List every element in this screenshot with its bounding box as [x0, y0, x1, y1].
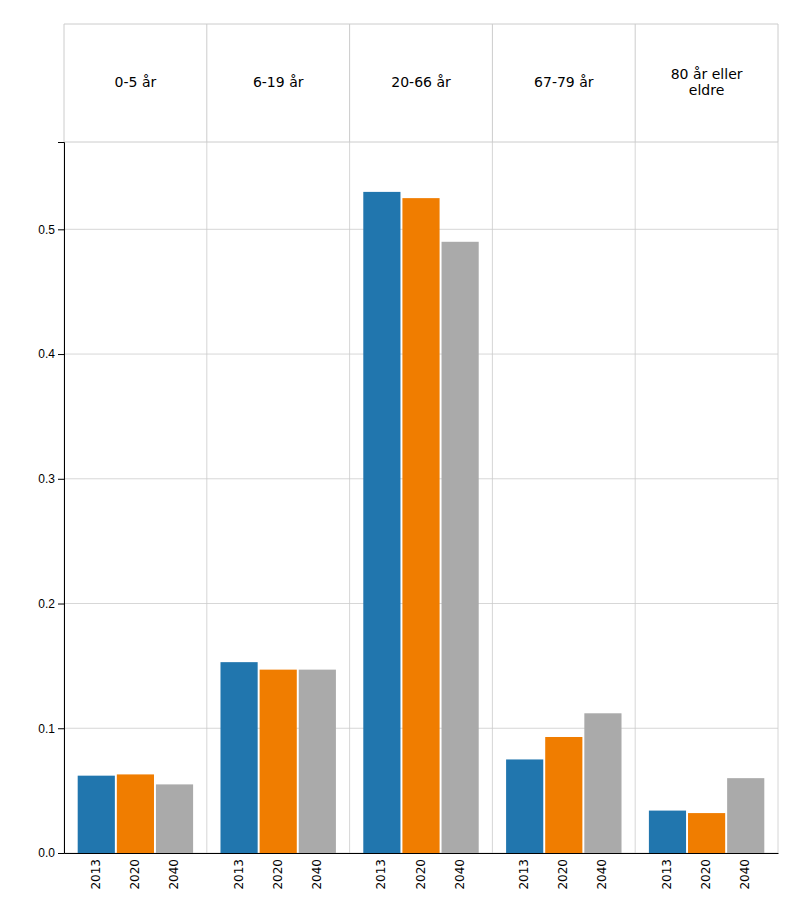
y-tick-label: 0.0 — [38, 846, 55, 860]
y-tick-mark — [58, 229, 64, 230]
header-separator — [778, 24, 779, 142]
bar — [363, 192, 400, 853]
x-axis-line — [65, 853, 779, 854]
y-tick-label: 0.4 — [38, 347, 55, 361]
y-tick-label: 0.1 — [38, 722, 55, 736]
header-border — [64, 24, 778, 25]
group-label-line: 6-19 år — [253, 74, 304, 90]
x-tick-labels: 2013 2020 2040 2013 2020 2040 2013 2020 2040 2013… — [89, 859, 752, 890]
x-tick-label: 2040 — [738, 859, 752, 890]
x-tick-label: 2020 — [414, 859, 428, 890]
bar — [545, 737, 582, 853]
x-tick-label: 2020 — [699, 859, 713, 890]
header-separator — [635, 24, 636, 142]
y-tick: 0.0 — [38, 846, 64, 860]
x-tick-label: 2040 — [167, 859, 181, 890]
x-tick-label: 2013 — [517, 859, 531, 890]
bar — [156, 784, 193, 853]
bar — [506, 759, 543, 853]
header-border — [64, 142, 778, 143]
group-separator — [206, 142, 207, 853]
x-tick-label: 2020 — [271, 859, 285, 890]
bar — [78, 776, 115, 853]
x-tick-label: 2013 — [660, 859, 674, 890]
bar — [260, 670, 297, 853]
group-label-line: 67-79 år — [534, 74, 594, 90]
y-tick-mark — [58, 604, 64, 605]
header: 0-5 år 6-19 år 20-66 år 67-79 år 80 år eller… — [64, 24, 778, 142]
x-tick-label: 2013 — [374, 859, 388, 890]
bar — [442, 242, 479, 853]
y-axis: 0.0 0.1 0.2 0.3 0.4 0.5 — [38, 143, 64, 861]
x-tick-label: 2040 — [453, 859, 467, 890]
y-tick-mark — [58, 354, 64, 355]
group-separator — [349, 142, 350, 853]
header-separator — [492, 24, 493, 142]
group-separator — [492, 142, 493, 853]
x-tick-label: 2040 — [310, 859, 324, 890]
y-tick: 0.3 — [38, 472, 64, 486]
bar — [688, 813, 725, 853]
header-separator — [349, 24, 350, 142]
y-tick-label: 0.3 — [38, 472, 55, 486]
bar — [299, 670, 336, 853]
y-axis-line — [58, 143, 65, 854]
group-label-line: eldre — [689, 82, 724, 98]
group-separator — [778, 142, 779, 853]
x-tick-label: 2013 — [232, 859, 246, 890]
group-separator — [635, 142, 636, 853]
x-axis — [65, 853, 779, 854]
y-tick-label: 0.2 — [38, 597, 55, 611]
bar — [584, 713, 621, 853]
y-tick-mark — [58, 853, 64, 854]
group-label: 6-19 år — [253, 74, 304, 90]
bars — [78, 192, 765, 853]
y-tick-label: 0.5 — [38, 223, 55, 237]
group-label-line: 0-5 år — [115, 74, 157, 90]
group-label-line: 20-66 år — [391, 74, 451, 90]
x-tick-label: 2020 — [556, 859, 570, 890]
x-tick-label: 2020 — [128, 859, 142, 890]
header-separator — [64, 24, 65, 142]
y-tick: 0.1 — [38, 722, 64, 736]
group-label: 80 år ellereldre — [671, 66, 743, 98]
x-tick-label: 2013 — [89, 859, 103, 890]
y-tick: 0.2 — [38, 597, 64, 611]
bar — [220, 662, 257, 853]
bar — [402, 198, 439, 853]
group-label: 0-5 år — [115, 74, 157, 90]
y-tick: 0.4 — [38, 347, 64, 361]
y-tick: 0.5 — [38, 223, 64, 237]
plot: 0.00.10.20.30.40.52013202020402013202020… — [38, 142, 778, 890]
y-tick-mark — [58, 728, 64, 729]
header-separator — [206, 24, 207, 142]
chart: 0-5 år 6-19 år 20-66 år 67-79 år 80 år eller… — [0, 0, 802, 915]
group-label-line: 80 år eller — [671, 66, 743, 82]
bar — [649, 811, 686, 853]
group-label: 67-79 år — [534, 74, 594, 90]
bar — [727, 778, 764, 853]
group-label: 20-66 år — [391, 74, 451, 90]
x-tick-label: 2040 — [595, 859, 609, 890]
y-tick-mark — [58, 479, 64, 480]
bar — [117, 774, 154, 853]
